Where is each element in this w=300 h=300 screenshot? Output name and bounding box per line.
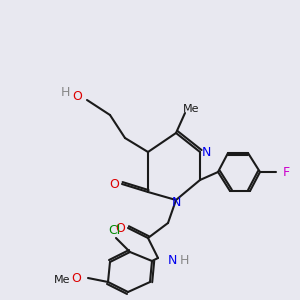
Text: Cl: Cl <box>108 224 120 236</box>
Text: Me: Me <box>54 275 70 285</box>
Text: O: O <box>72 91 82 103</box>
Text: F: F <box>282 166 290 178</box>
Text: O: O <box>71 272 81 284</box>
Text: O: O <box>109 178 119 190</box>
Text: N: N <box>168 254 177 266</box>
Text: O: O <box>115 221 125 235</box>
Text: N: N <box>202 146 211 158</box>
Text: H: H <box>180 254 189 266</box>
Text: N: N <box>171 196 181 209</box>
Text: H: H <box>60 85 70 98</box>
Text: Me: Me <box>183 104 199 114</box>
